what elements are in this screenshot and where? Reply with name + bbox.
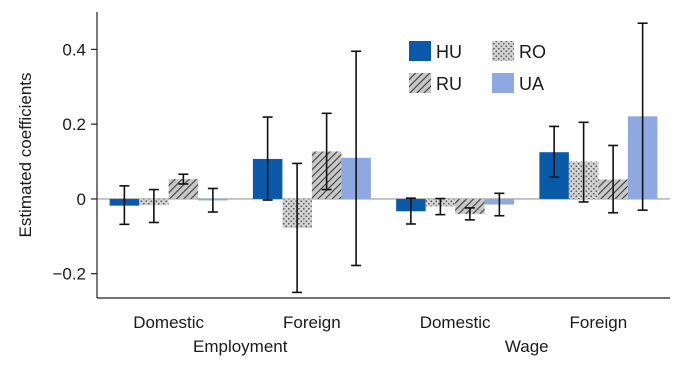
x-tick-label: Domestic — [420, 313, 491, 332]
y-tick-label: 0 — [77, 190, 86, 209]
bar-ru-0 — [168, 179, 199, 199]
legend-swatch-ro — [492, 41, 514, 61]
x-group-label: Employment — [193, 337, 288, 356]
x-group-label: Wage — [505, 337, 549, 356]
x-tick-label: Foreign — [570, 313, 628, 332]
y-tick-label: −0.2 — [52, 265, 86, 284]
x-tick-label: Foreign — [283, 313, 341, 332]
bar-ru-2 — [455, 198, 485, 214]
legend-swatch-hu — [409, 41, 431, 61]
legend-label-ru: RU — [436, 74, 462, 94]
legend-label-ro: RO — [519, 42, 546, 62]
y-axis-label: Estimated coefficients — [16, 72, 35, 237]
legend-swatch-ru — [409, 73, 431, 93]
y-tick-label: 0.2 — [62, 115, 86, 134]
y-tick-label: 0.4 — [62, 40, 86, 59]
legend-swatch-ua — [492, 73, 514, 93]
legend-label-ua: UA — [519, 74, 544, 94]
legend-label-hu: HU — [436, 42, 462, 62]
x-tick-label: Domestic — [133, 313, 204, 332]
